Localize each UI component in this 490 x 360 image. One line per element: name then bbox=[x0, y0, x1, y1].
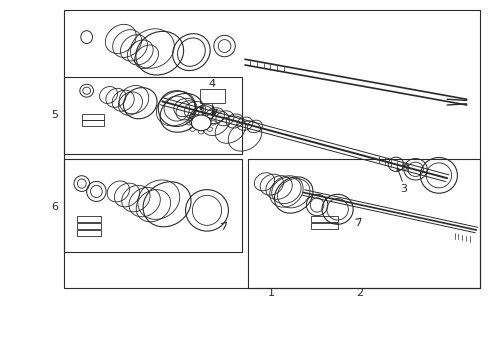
Bar bbox=[82, 114, 104, 120]
Bar bbox=[64, 159, 242, 252]
Text: 3: 3 bbox=[400, 184, 407, 194]
Text: 6: 6 bbox=[51, 202, 58, 212]
Bar bbox=[64, 10, 480, 288]
Text: 2: 2 bbox=[356, 288, 363, 298]
Text: 1: 1 bbox=[269, 288, 275, 298]
Bar bbox=[77, 223, 101, 229]
Text: 4: 4 bbox=[209, 79, 216, 89]
Bar bbox=[64, 77, 242, 154]
Bar bbox=[311, 216, 338, 222]
Text: 5: 5 bbox=[51, 110, 58, 120]
Bar bbox=[200, 89, 224, 103]
Bar bbox=[248, 159, 480, 288]
Bar bbox=[311, 223, 338, 229]
Ellipse shape bbox=[192, 115, 211, 131]
Bar bbox=[77, 216, 101, 222]
Bar bbox=[77, 230, 101, 237]
Bar bbox=[82, 120, 104, 126]
